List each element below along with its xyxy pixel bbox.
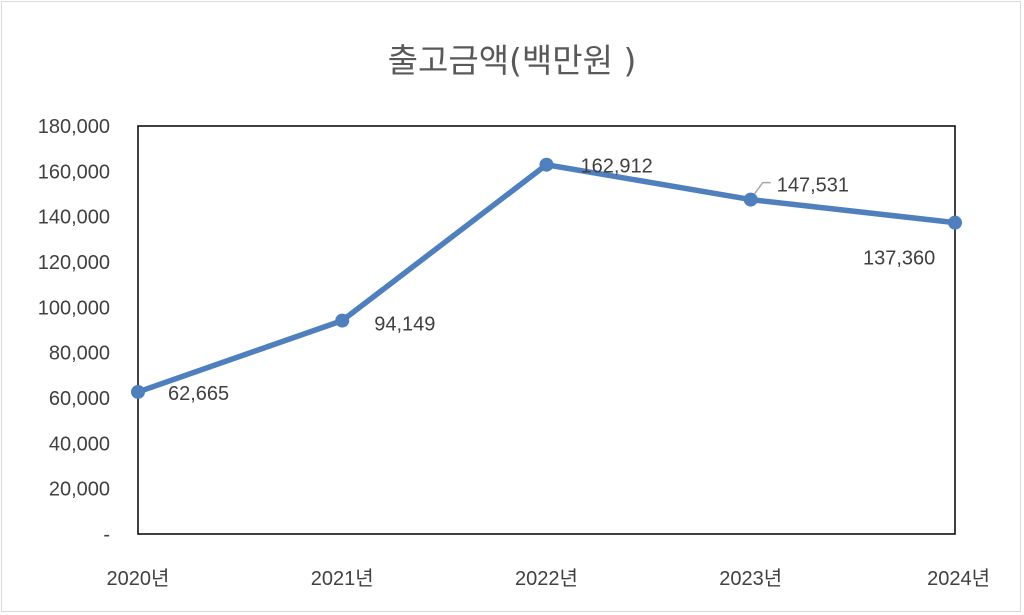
x-tick-label: 2023년 — [719, 567, 782, 590]
data-label: 62,665 — [168, 383, 229, 405]
y-tick-label: 180,000 — [38, 116, 110, 138]
x-tick-label: 2024년 — [927, 567, 990, 590]
chart-title: 출고금액(백만원 ) — [387, 41, 637, 80]
x-tick-label: 2021년 — [311, 567, 374, 590]
plot-area — [137, 125, 956, 535]
data-label: 137,360 — [863, 248, 935, 270]
y-tick-label: 20,000 — [49, 479, 110, 501]
data-point — [948, 215, 962, 230]
leader-line — [754, 181, 771, 195]
y-tick-label: 120,000 — [38, 252, 110, 274]
y-tick-label: 80,000 — [49, 343, 110, 365]
data-point — [131, 384, 145, 399]
x-tick-label: 2020년 — [107, 567, 170, 590]
y-tick-label: 140,000 — [38, 207, 110, 229]
x-tick-label: 2022년 — [515, 567, 578, 590]
data-label: 147,531 — [777, 175, 849, 197]
data-label: 94,149 — [374, 314, 435, 336]
y-tick-label: 60,000 — [49, 388, 110, 410]
data-label: 162,912 — [581, 156, 653, 178]
y-tick-label: 160,000 — [38, 161, 110, 183]
series-line — [135, 161, 958, 395]
y-tick-label: 100,000 — [38, 297, 110, 319]
data-point — [539, 157, 554, 172]
y-tick-label: - — [103, 524, 110, 546]
data-point — [335, 313, 350, 328]
data-point — [743, 192, 758, 207]
y-tick-label: 40,000 — [49, 433, 110, 455]
